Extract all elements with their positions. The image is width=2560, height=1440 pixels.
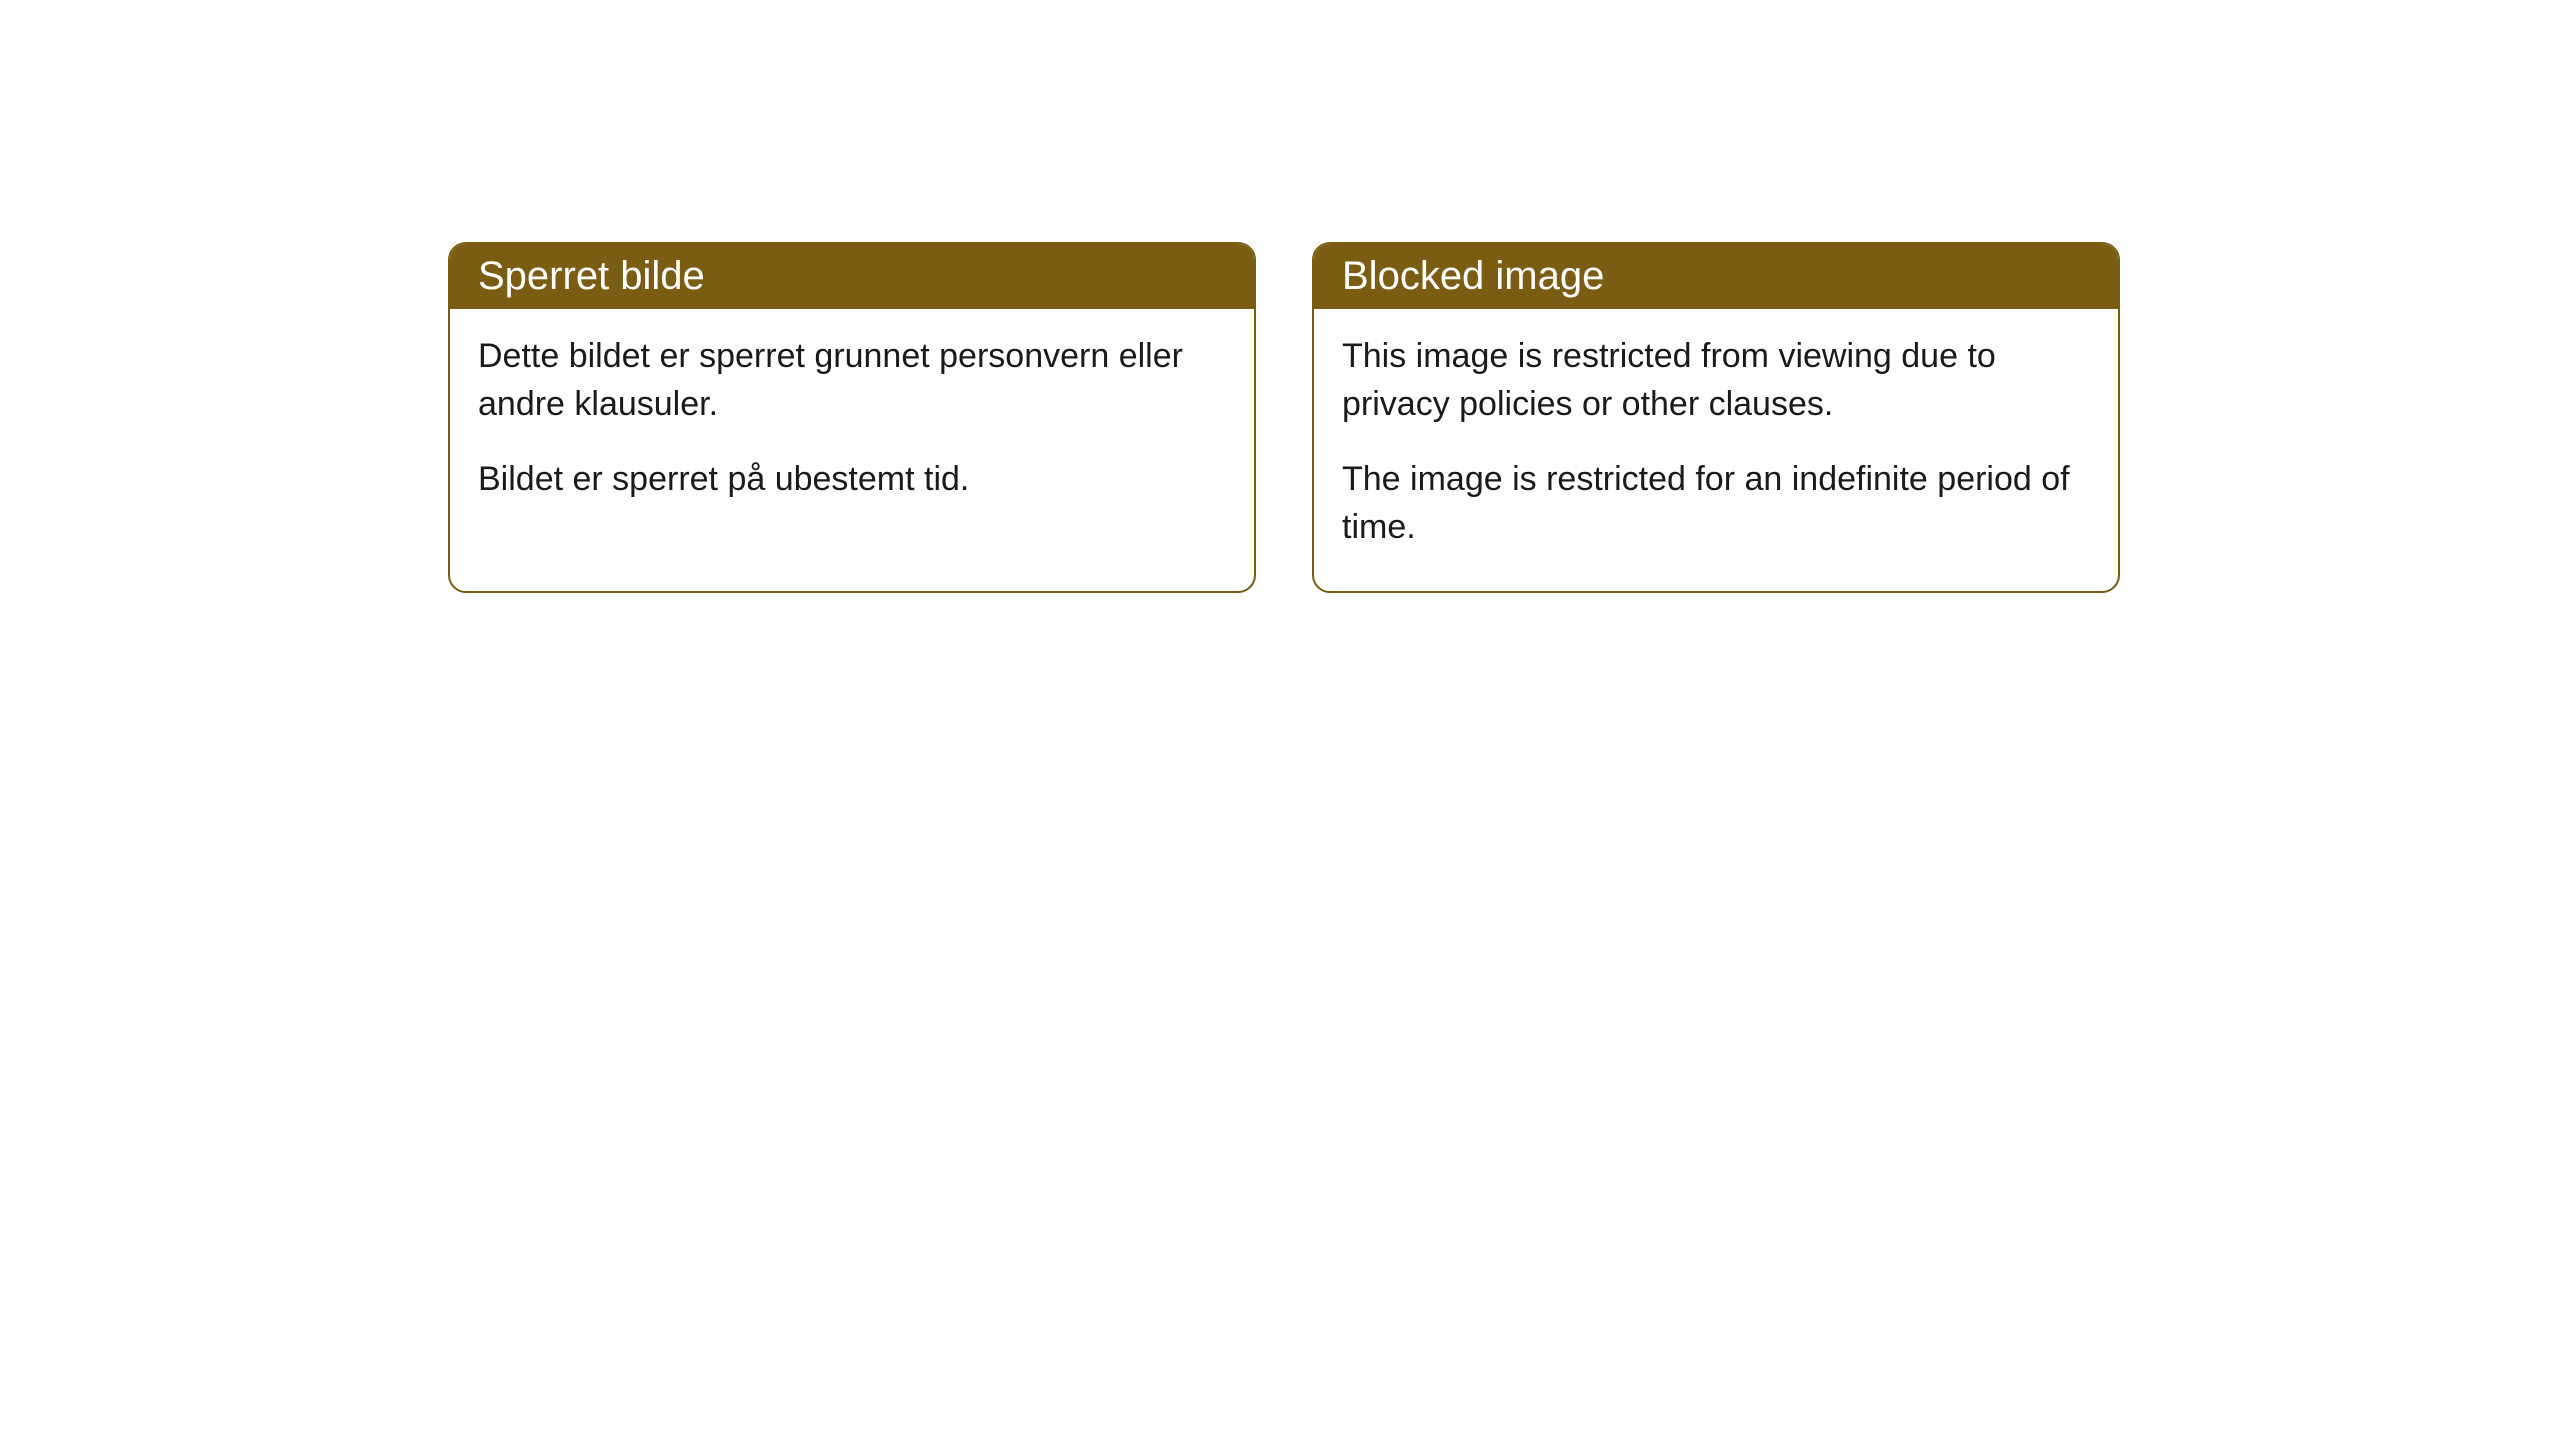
card-body-norwegian: Dette bildet er sperret grunnet personve…: [450, 309, 1254, 544]
card-text-line: The image is restricted for an indefinit…: [1342, 456, 2090, 551]
blocked-image-card-norwegian: Sperret bilde Dette bildet er sperret gr…: [448, 242, 1256, 593]
blocked-image-card-english: Blocked image This image is restricted f…: [1312, 242, 2120, 593]
card-text-line: Bildet er sperret på ubestemt tid.: [478, 456, 1226, 504]
card-title: Blocked image: [1342, 254, 1604, 298]
notice-container: Sperret bilde Dette bildet er sperret gr…: [448, 242, 2120, 593]
card-header-english: Blocked image: [1314, 244, 2118, 309]
card-text-line: This image is restricted from viewing du…: [1342, 333, 2090, 428]
card-text-line: Dette bildet er sperret grunnet personve…: [478, 333, 1226, 428]
card-body-english: This image is restricted from viewing du…: [1314, 309, 2118, 591]
card-header-norwegian: Sperret bilde: [450, 244, 1254, 309]
card-title: Sperret bilde: [478, 254, 705, 298]
